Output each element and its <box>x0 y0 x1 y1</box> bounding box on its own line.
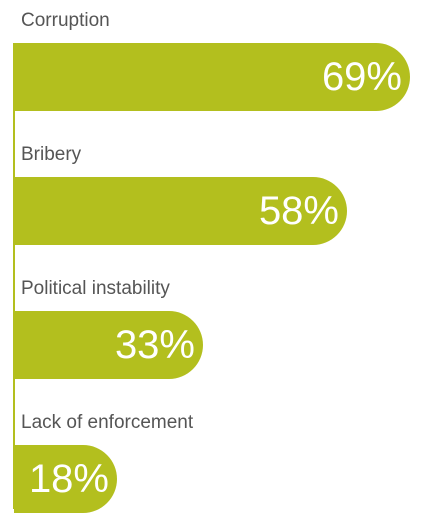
bar: 69% <box>14 43 410 111</box>
bar: 33% <box>14 311 203 379</box>
category-label: Political instability <box>21 278 170 299</box>
bar-value-label: 69% <box>321 55 402 99</box>
category-label: Bribery <box>21 144 82 165</box>
bar-value-label: 33% <box>114 323 195 367</box>
bar: 58% <box>14 177 347 245</box>
bar-value-label: 58% <box>258 189 339 233</box>
category-label: Corruption <box>21 10 110 31</box>
bar: 18% <box>14 445 117 513</box>
category-label: Lack of enforcement <box>21 412 194 433</box>
bar-value-label: 18% <box>28 457 109 501</box>
baseline-axis <box>13 43 15 509</box>
